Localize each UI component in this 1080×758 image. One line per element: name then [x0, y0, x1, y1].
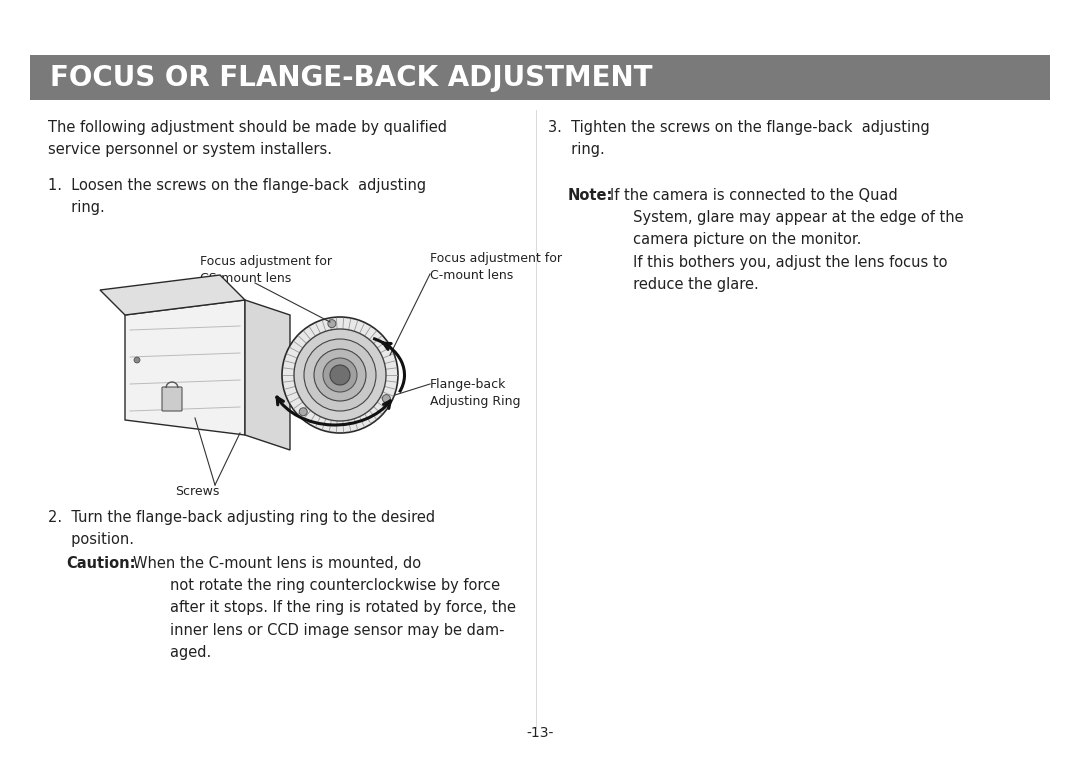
FancyBboxPatch shape — [162, 387, 183, 411]
Text: 2.  Turn the flange-back adjusting ring to the desired
     position.: 2. Turn the flange-back adjusting ring t… — [48, 510, 435, 547]
Text: 3.  Tighten the screws on the flange-back  adjusting
     ring.: 3. Tighten the screws on the flange-back… — [548, 120, 930, 157]
Polygon shape — [245, 300, 291, 450]
Circle shape — [330, 365, 350, 385]
Text: 1.  Loosen the screws on the flange-back  adjusting
     ring.: 1. Loosen the screws on the flange-back … — [48, 178, 427, 215]
Circle shape — [303, 339, 376, 411]
Circle shape — [382, 395, 390, 402]
Bar — [30, 55, 1050, 100]
Circle shape — [294, 329, 386, 421]
Text: Caution:: Caution: — [66, 556, 135, 571]
Circle shape — [134, 357, 140, 363]
Text: When the C-mount lens is mounted, do
        not rotate the ring counterclockwis: When the C-mount lens is mounted, do not… — [133, 556, 516, 659]
Text: Screws: Screws — [175, 485, 219, 498]
Polygon shape — [125, 300, 245, 435]
Text: The following adjustment should be made by qualified
service personnel or system: The following adjustment should be made … — [48, 120, 447, 157]
Circle shape — [299, 408, 307, 416]
Text: FOCUS OR FLANGE-BACK ADJUSTMENT: FOCUS OR FLANGE-BACK ADJUSTMENT — [50, 64, 652, 92]
Circle shape — [314, 349, 366, 401]
Polygon shape — [100, 275, 245, 315]
Text: If the camera is connected to the Quad
     System, glare may appear at the edge: If the camera is connected to the Quad S… — [610, 188, 963, 292]
Text: Note:: Note: — [568, 188, 613, 203]
Text: Focus adjustment for
C-mount lens: Focus adjustment for C-mount lens — [430, 252, 562, 282]
Circle shape — [323, 358, 357, 392]
Text: Flange-back
Adjusting Ring: Flange-back Adjusting Ring — [430, 378, 521, 408]
Circle shape — [282, 317, 399, 433]
Circle shape — [328, 320, 336, 327]
Text: -13-: -13- — [526, 726, 554, 740]
Text: Focus adjustment for
CS-mount lens: Focus adjustment for CS-mount lens — [200, 255, 332, 285]
